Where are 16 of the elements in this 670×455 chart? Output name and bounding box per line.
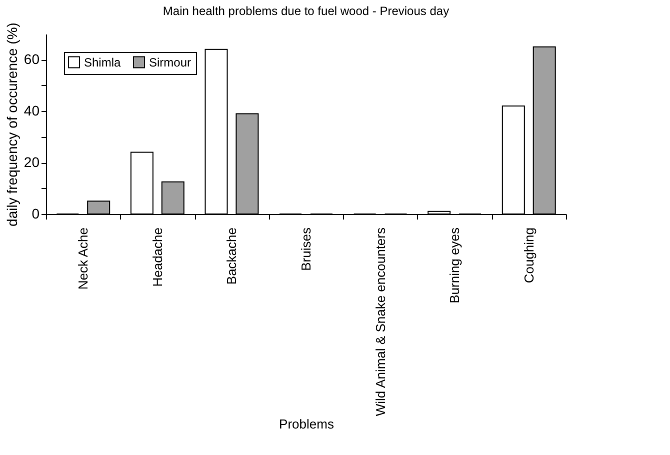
chart-title: Main health problems due to fuel wood - Previous day [162, 4, 450, 18]
y-axis-title: daily frequency of occurence (%) [4, 22, 20, 226]
x-tick-label: Coughing [521, 228, 536, 284]
legend-label: Shimla [84, 55, 122, 70]
x-tick-label: Burning eyes [447, 227, 462, 304]
x-axis-title: Problems [279, 416, 334, 432]
y-tick-label: 60 [24, 51, 40, 68]
y-tick-label: 20 [24, 154, 40, 170]
y-tick-label: 0 [32, 206, 40, 222]
x-tick-label: Backache [224, 228, 240, 285]
x-tick-label: Bruises [298, 227, 314, 271]
x-tick-label: Headache [150, 228, 165, 287]
y-tick-label: 40 [24, 102, 40, 119]
x-tick-label: Wild Animal & Snake encounters [372, 227, 388, 416]
legend-label: Sirmour [149, 55, 192, 70]
x-tick-label: Neck Ache [76, 228, 91, 290]
